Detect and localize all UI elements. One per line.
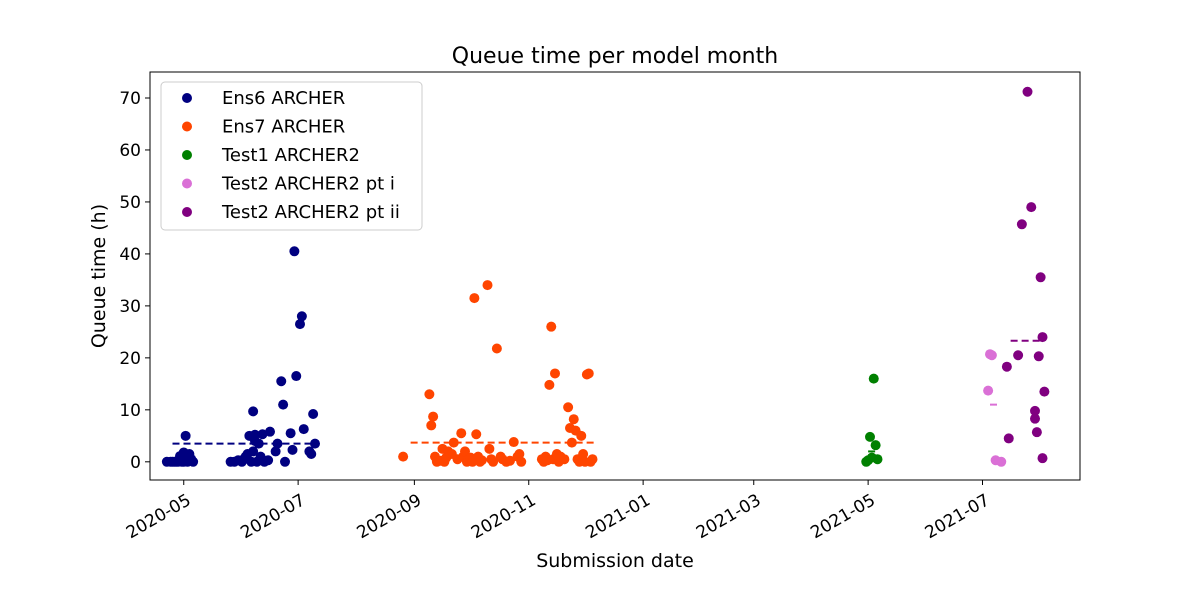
data-point-series-4: [1039, 386, 1050, 397]
data-point-series-1: [448, 437, 459, 448]
legend-marker: [182, 93, 192, 103]
data-point-series-1: [469, 293, 480, 304]
data-point-series-1: [424, 389, 435, 400]
data-point-series-2: [868, 373, 879, 384]
data-point-series-4: [1001, 361, 1012, 372]
data-point-series-1: [550, 368, 560, 379]
y-tick-label: 60: [119, 141, 141, 161]
legend-label: Test2 ARCHER2 pt ii: [221, 202, 400, 223]
data-point-series-0: [278, 399, 289, 410]
data-point-series-0: [248, 406, 259, 417]
data-point-series-1: [568, 414, 579, 425]
data-point-series-1: [428, 411, 439, 422]
data-point-series-0: [291, 371, 302, 382]
data-point-series-0: [280, 456, 290, 467]
data-point-series-1: [514, 449, 525, 460]
data-point-series-0: [285, 428, 296, 439]
data-point-series-3: [996, 456, 1007, 467]
data-point-series-2: [872, 454, 883, 465]
data-point-series-1: [563, 402, 574, 413]
data-point-series-4: [1013, 350, 1024, 361]
data-point-series-0: [253, 438, 264, 449]
data-point-series-0: [289, 246, 300, 257]
data-point-series-4: [1035, 272, 1046, 283]
data-point-series-1: [484, 443, 495, 454]
data-point-series-0: [188, 456, 199, 467]
data-point-series-3: [983, 385, 994, 396]
data-point-series-1: [546, 321, 557, 332]
legend: Ens6 ARCHER Ens7 ARCHER Test1 ARCHER2 Test2…: [160, 81, 423, 231]
data-point-series-0: [276, 376, 287, 387]
data-point-series-1: [488, 456, 499, 467]
y-tick-label: 50: [119, 193, 141, 213]
data-point-series-1: [456, 428, 467, 439]
data-point-series-0: [248, 446, 259, 457]
legend-box: [160, 81, 423, 231]
data-point-series-4: [1003, 433, 1014, 444]
legend-label: Ens6 ARCHER: [222, 88, 345, 109]
data-point-series-0: [272, 438, 283, 449]
data-point-series-1: [426, 420, 437, 431]
data-point-series-1: [505, 455, 515, 466]
data-point-series-2: [870, 440, 881, 451]
legend-label: Test2 ARCHER2 pt i: [221, 174, 395, 195]
y-tick-label: 30: [119, 297, 141, 317]
data-point-series-0: [306, 449, 317, 460]
data-point-series-0: [308, 408, 319, 419]
data-point-series-1: [576, 430, 587, 441]
legend-marker: [182, 150, 192, 160]
data-point-series-1: [566, 437, 577, 448]
data-point-series-0: [298, 424, 309, 435]
data-point-series-1: [587, 454, 598, 465]
data-point-series-1: [583, 368, 594, 379]
data-point-series-0: [287, 444, 298, 455]
data-point-series-1: [559, 454, 570, 465]
data-point-series-4: [1037, 332, 1048, 343]
data-point-series-0: [310, 438, 320, 449]
legend-label: Test1 ARCHER2: [221, 145, 360, 166]
legend-marker: [182, 121, 192, 132]
data-point-series-0: [257, 429, 268, 440]
data-point-series-4: [1026, 202, 1037, 213]
data-point-series-0: [270, 446, 281, 457]
data-point-series-1: [491, 343, 502, 354]
y-axis: 0 10 20 30 40 50 60 70: [119, 89, 150, 473]
y-tick-label: 0: [130, 453, 141, 473]
data-point-series-2: [865, 431, 875, 442]
data-point-series-3: [986, 350, 997, 361]
x-axis-label: Submission date: [536, 550, 694, 572]
data-point-series-1: [471, 429, 482, 440]
data-point-series-4: [1030, 413, 1040, 424]
legend-label: Ens7 ARCHER: [222, 117, 345, 138]
plot-area: [161, 86, 1050, 467]
legend-marker: [182, 207, 192, 217]
chart-title: Queue time per model month: [452, 44, 778, 69]
data-point-series-1: [544, 379, 555, 390]
data-point-series-4: [1033, 351, 1044, 362]
data-point-series-0: [296, 311, 307, 322]
y-tick-label: 70: [119, 89, 141, 109]
data-point-series-0: [263, 455, 274, 466]
data-point-series-1: [508, 437, 519, 448]
data-point-series-4: [1031, 427, 1042, 438]
data-point-series-4: [1022, 86, 1033, 97]
data-point-series-4: [1030, 405, 1040, 416]
plot-frame: [149, 71, 1081, 481]
data-point-series-1: [398, 451, 409, 462]
data-point-series-1: [578, 449, 589, 460]
y-tick-label: 40: [119, 245, 141, 265]
data-point-series-0: [295, 319, 305, 330]
data-point-series-4: [1016, 219, 1027, 230]
legend-marker: [182, 178, 192, 189]
data-point-series-1: [476, 455, 487, 466]
y-tick-label: 10: [119, 401, 141, 421]
data-point-series-4: [1037, 453, 1048, 464]
data-point-series-0: [180, 430, 191, 441]
y-tick-label: 20: [119, 349, 141, 369]
data-point-series-1: [516, 456, 527, 467]
y-axis-label: Queue time (h): [88, 204, 110, 348]
data-point-series-0: [265, 426, 275, 437]
data-point-series-1: [482, 280, 493, 291]
